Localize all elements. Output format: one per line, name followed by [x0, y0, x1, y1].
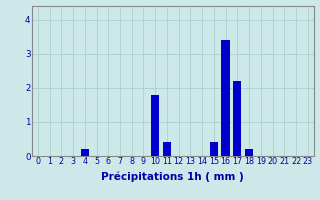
Bar — [221, 40, 230, 156]
Bar — [245, 149, 253, 156]
Bar — [233, 81, 242, 156]
X-axis label: Précipitations 1h ( mm ): Précipitations 1h ( mm ) — [101, 172, 244, 182]
Bar — [151, 95, 159, 156]
Bar — [81, 149, 89, 156]
Bar — [163, 142, 171, 156]
Bar — [210, 142, 218, 156]
